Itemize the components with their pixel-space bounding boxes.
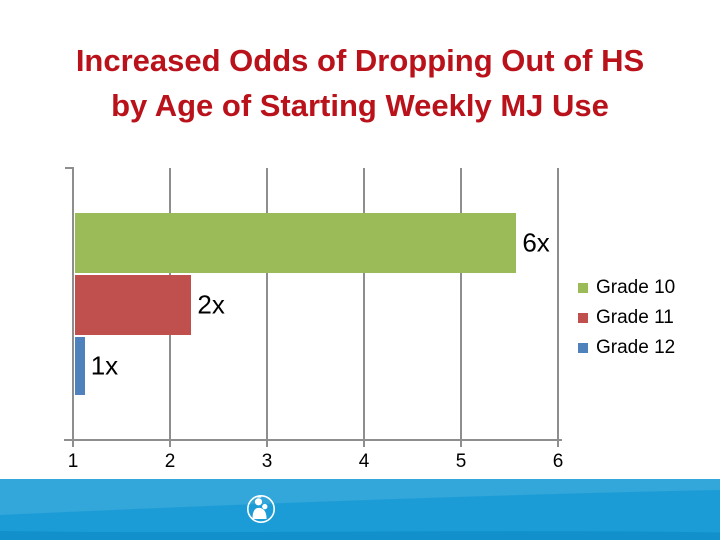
x-axis-tick-label: 1 <box>67 451 79 472</box>
x-axis-tick <box>169 441 171 447</box>
x-axis-line <box>64 439 562 441</box>
legend-swatch-icon <box>578 343 588 353</box>
title-line-2: by Age of Starting Weekly MJ Use <box>111 88 609 123</box>
legend-item-grade-11: Grade 11 <box>578 303 675 333</box>
bar-value-label: 1x <box>90 350 119 381</box>
gridline-4 <box>363 168 365 440</box>
bar-value-label: 2x <box>197 289 225 320</box>
gridline-6 <box>557 168 559 440</box>
slide-title: Increased Odds of Dropping Out of HS by … <box>0 38 720 128</box>
gridline-1 <box>72 168 74 440</box>
x-axis-tick-label: 4 <box>358 451 370 472</box>
x-axis-tick-label: 2 <box>164 451 176 472</box>
x-axis-tick-label: 3 <box>261 451 273 472</box>
x-axis-tick <box>460 441 462 447</box>
bar-grade-10: 6x <box>75 213 550 273</box>
gridline-3 <box>266 168 268 440</box>
gridline-5 <box>460 168 462 440</box>
x-axis-tick <box>557 441 559 447</box>
footer-banner: Boston Children’s Hospital Until every c… <box>0 479 720 540</box>
legend-swatch-icon <box>578 283 588 293</box>
title-line-1: Increased Odds of Dropping Out of HS <box>75 43 645 78</box>
chart-plot-area: 1 2 3 4 5 6 6x 2x 1x <box>64 167 563 472</box>
x-axis-tick-label: 6 <box>552 451 564 472</box>
x-axis-tick-label: 5 <box>455 451 467 472</box>
x-axis-tick <box>72 441 74 447</box>
legend-label: Grade 11 <box>596 307 674 328</box>
x-axis-tick <box>266 441 268 447</box>
hospital-logo-icon <box>247 494 276 523</box>
legend-label: Grade 12 <box>596 337 676 358</box>
legend-swatch-icon <box>578 313 588 323</box>
x-axis-tick <box>363 441 365 447</box>
bar-value-label: 6x <box>522 227 550 258</box>
bar-grade-12: 1x <box>75 337 118 395</box>
footer-band <box>0 479 720 540</box>
legend-label: Grade 10 <box>596 277 676 298</box>
chart-legend: Grade 10 Grade 11 Grade 12 <box>578 273 675 363</box>
bar-grade-11: 2x <box>75 275 225 335</box>
legend-item-grade-12: Grade 12 <box>578 333 675 363</box>
y-axis-top-tick <box>65 167 74 169</box>
legend-item-grade-10: Grade 10 <box>578 273 675 303</box>
